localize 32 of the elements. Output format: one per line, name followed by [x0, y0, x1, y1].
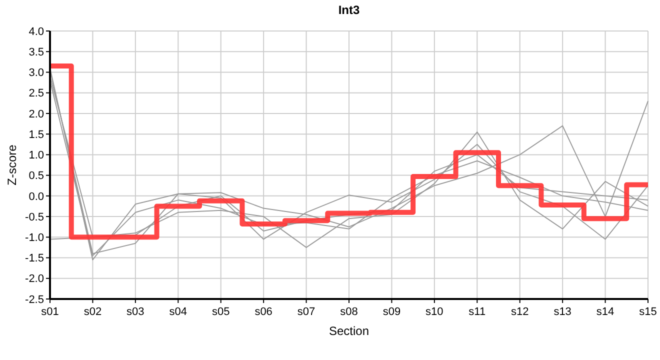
y-tick-label: 4.0 — [28, 26, 44, 38]
chart-title: Int3 — [338, 3, 360, 17]
y-tick-label: 2.0 — [28, 108, 44, 120]
x-tick-label: s10 — [426, 306, 444, 318]
y-tick-label: 1.0 — [28, 150, 44, 162]
x-tick-label: s04 — [169, 306, 188, 318]
x-tick-label: s08 — [340, 306, 358, 318]
x-tick-label: s05 — [212, 306, 230, 318]
x-tick-label: s02 — [84, 306, 102, 318]
x-tick-label: s06 — [254, 306, 272, 318]
x-tick-label: s15 — [639, 306, 657, 318]
y-axis-title: Z-score — [5, 144, 19, 186]
x-tick-label: s13 — [554, 306, 572, 318]
x-tick-label: s14 — [596, 306, 614, 318]
x-tick-label: s12 — [510, 306, 529, 318]
y-tick-label: -2.0 — [25, 273, 44, 286]
x-axis-title: Section — [328, 324, 370, 338]
y-tick-label: 0.5 — [28, 170, 44, 182]
x-tick-label: s03 — [126, 306, 144, 318]
y-tick-label: -2.5 — [25, 294, 44, 306]
y-tick-label: 1.5 — [28, 128, 44, 141]
x-tick-label: s07 — [297, 306, 316, 318]
y-tick-label: 2.5 — [28, 88, 44, 100]
y-tick-label: -0.5 — [25, 211, 44, 224]
y-tick-label: 0.0 — [28, 190, 44, 203]
x-tick-label: s09 — [382, 306, 401, 318]
y-tick-label: 3.5 — [28, 46, 44, 58]
y-tick-label: -1.5 — [25, 252, 44, 265]
y-tick-label: 3.0 — [28, 67, 44, 80]
x-tick-label: s01 — [41, 306, 59, 318]
y-tick-label: -1.0 — [25, 232, 44, 244]
x-tick-label: s11 — [468, 306, 486, 318]
